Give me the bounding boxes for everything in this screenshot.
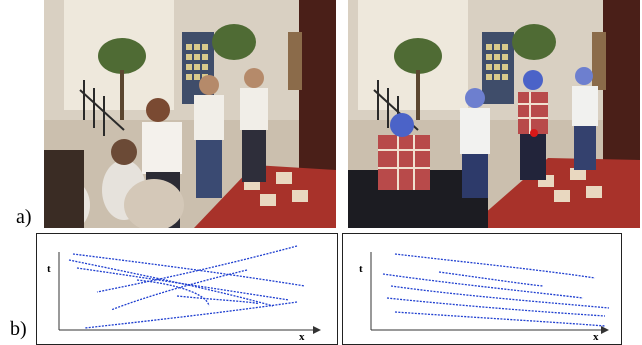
trajectory-2 <box>438 271 544 287</box>
trajectory-plot-right: t x <box>342 233 622 345</box>
trajectory-5 <box>110 269 248 311</box>
x-axis-label: x <box>593 331 599 343</box>
trajectory-7 <box>136 279 210 307</box>
x-axis-label: x <box>299 331 305 343</box>
x-axis-arrow <box>313 326 321 334</box>
x-axis-arrow <box>601 326 609 334</box>
trajectory-8 <box>176 295 260 305</box>
video-frame-tracked <box>348 0 640 228</box>
row-b-label: b) <box>10 318 27 340</box>
t-axis-label: t <box>359 263 363 275</box>
trajectory-5 <box>386 297 606 317</box>
trajectory-plot-left: t x <box>36 233 338 345</box>
trajectory-6 <box>394 311 606 327</box>
trajectory-1 <box>394 253 596 279</box>
trajectory-3 <box>76 267 290 301</box>
trajectory-4 <box>96 245 298 293</box>
trajectory-4 <box>390 285 610 309</box>
t-axis-label: t <box>47 263 51 275</box>
trajectory-6 <box>84 301 298 329</box>
row-a-label: a) <box>16 206 32 228</box>
trajectory-3 <box>382 273 584 299</box>
trajectory-1 <box>72 253 306 287</box>
trajectory-2 <box>68 259 274 307</box>
video-frame-original <box>44 0 336 228</box>
